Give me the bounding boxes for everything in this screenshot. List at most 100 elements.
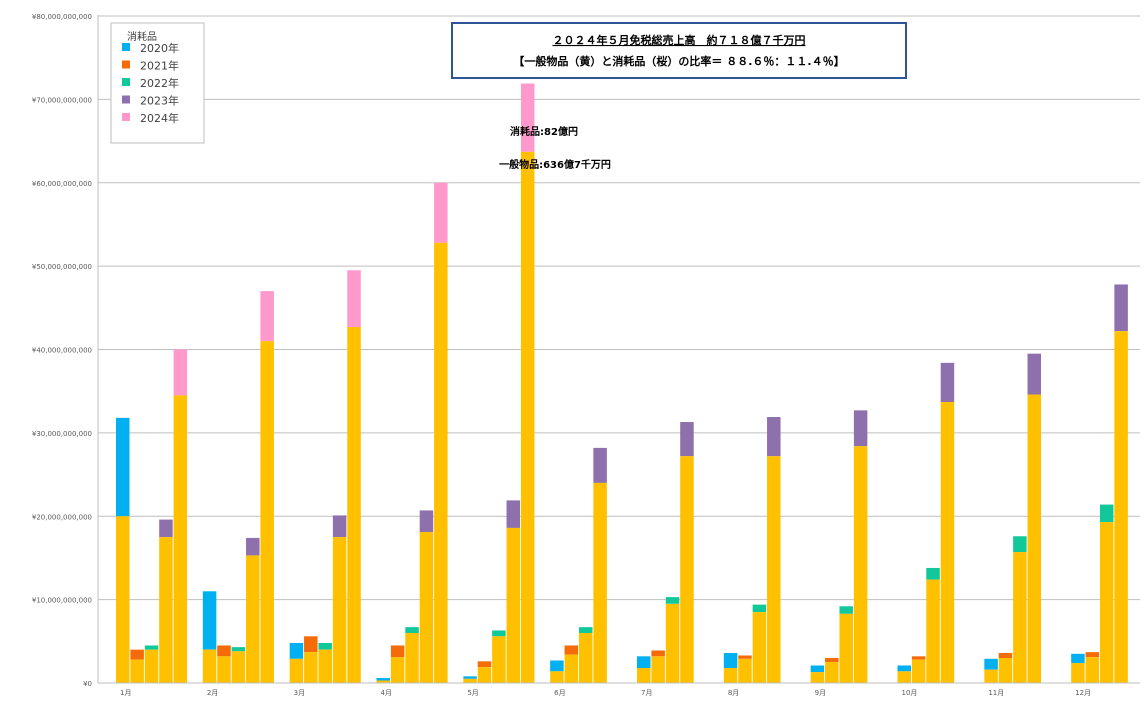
bar-consumables-2020年-4月 (376, 677, 390, 681)
bar-general-2021年-4月 (390, 657, 405, 683)
bar-general-2024年-2月 (260, 341, 274, 683)
bar-consumables-2023年-12月 (1114, 284, 1128, 332)
bar-general-2020年-9月 (810, 672, 825, 683)
bar-general-2020年-11月 (984, 669, 998, 683)
bars (116, 83, 1128, 683)
bar-consumables-2022年-5月 (492, 630, 506, 637)
legend-title: 消耗品 (127, 30, 157, 43)
y-tick-label: ¥80,000,000,000 (32, 13, 92, 21)
bar-consumables-2022年-1月 (144, 645, 159, 650)
x-tick-label: 10月 (902, 689, 918, 697)
bar-general-2021年-7月 (651, 656, 665, 683)
bar-consumables-2023年-3月 (332, 515, 347, 538)
bar-general-2022年-10月 (926, 579, 940, 683)
bar-consumables-2021年-9月 (825, 657, 839, 663)
y-tick-label: ¥20,000,000,000 (32, 513, 92, 521)
bar-general-2021年-6月 (564, 654, 579, 683)
bar-general-2021年-10月 (911, 659, 926, 683)
bar-general-2021年-8月 (738, 658, 752, 683)
legend-label: 2023年 (140, 94, 179, 108)
bar-consumables-2024年-4月 (434, 182, 448, 243)
bar-consumables-2022年-7月 (665, 597, 680, 604)
bar-general-2021年-2月 (217, 656, 231, 683)
bar-general-2023年-5月 (506, 527, 521, 683)
bar-consumables-2023年-8月 (767, 417, 781, 457)
bar-general-2024年-3月 (347, 326, 361, 683)
bar-consumables-2020年-3月 (289, 642, 304, 659)
bar-general-2020年-8月 (723, 667, 738, 683)
bar-general-2023年-3月 (332, 537, 347, 683)
bar-consumables-2020年-2月 (202, 591, 217, 650)
bar-general-2021年-9月 (825, 662, 839, 683)
legend-swatch (122, 95, 130, 104)
bar-consumables-2022年-9月 (839, 606, 853, 614)
bar-general-2023年-2月 (246, 555, 260, 683)
bar-consumables-2022年-6月 (578, 627, 593, 633)
bar-consumables-2024年-5月 (520, 83, 535, 152)
bar-general-2022年-1月 (144, 649, 159, 683)
bar-consumables-2022年-12月 (1099, 504, 1114, 523)
bar-general-2021年-11月 (998, 657, 1013, 683)
bar-general-2023年-4月 (419, 532, 434, 683)
bar-consumables-2022年-2月 (231, 647, 246, 652)
bar-consumables-2021年-1月 (130, 649, 144, 660)
x-tick-label: 12月 (1075, 689, 1091, 697)
bar-general-2020年-6月 (550, 671, 564, 683)
bar-general-2023年-6月 (593, 482, 607, 683)
bar-consumables-2021年-8月 (738, 655, 752, 659)
bar-consumables-2023年-6月 (593, 447, 607, 483)
bar-general-2020年-4月 (376, 680, 390, 683)
bar-general-2022年-4月 (405, 632, 419, 683)
bar-consumables-2021年-5月 (477, 661, 492, 668)
legend-swatch (122, 113, 130, 121)
bar-general-2023年-8月 (767, 456, 781, 683)
bar-consumables-2022年-3月 (318, 642, 332, 650)
bar-consumables-2023年-5月 (506, 500, 521, 528)
bar-consumables-2021年-3月 (304, 636, 318, 653)
title-box-frame (451, 22, 907, 79)
y-axis-tick-labels: ¥0 ¥10,000,000,000 ¥20,000,000,000 ¥30,000,… (32, 13, 92, 688)
bar-consumables-2022年-10月 (926, 567, 940, 580)
legend-label: 2024年 (140, 111, 179, 125)
bar-consumables-2022年-11月 (1013, 536, 1027, 553)
bar-consumables-2023年-10月 (940, 362, 955, 403)
bar-consumables-2021年-4月 (390, 645, 405, 658)
bar-general-2022年-6月 (578, 632, 593, 683)
y-tick-label: ¥60,000,000,000 (32, 180, 92, 188)
bar-consumables-2021年-2月 (217, 645, 231, 657)
bar-consumables-2024年-1月 (173, 349, 188, 396)
bar-general-2021年-5月 (477, 667, 492, 683)
bar-consumables-2020年-11月 (984, 658, 998, 670)
bar-general-2023年-12月 (1114, 331, 1128, 683)
bar-general-2022年-7月 (665, 603, 680, 683)
bar-consumables-2023年-2月 (246, 537, 260, 556)
legend: 消耗品 2020年 2021年 2022年 2023年 2024年 (110, 22, 205, 144)
annotation-consumables: 消耗品:82億円 (510, 125, 578, 138)
legend-swatch (122, 43, 130, 51)
bar-general-2020年-10月 (897, 671, 911, 683)
bar-consumables-2021年-11月 (998, 652, 1013, 658)
x-tick-label: 9月 (815, 689, 826, 697)
bar-general-2024年-5月 (520, 151, 535, 683)
bar-consumables-2021年-6月 (564, 645, 579, 655)
bar-general-2022年-12月 (1099, 522, 1114, 683)
bar-general-2020年-1月 (116, 516, 130, 683)
bar-consumables-2020年-1月 (116, 417, 130, 517)
y-tick-label: ¥0 (83, 680, 92, 688)
bar-general-2022年-3月 (318, 649, 332, 683)
bar-general-2023年-1月 (159, 537, 173, 683)
bar-general-2023年-7月 (680, 456, 694, 683)
bar-consumables-2023年-1月 (159, 519, 173, 538)
bar-general-2021年-3月 (304, 652, 318, 683)
bar-consumables-2021年-7月 (651, 650, 665, 657)
legend-label: 2021年 (140, 59, 179, 73)
title-line-2: 【一般物品（黄）と消耗品（桜）の比率＝ ８８.６％：１１.４％】 (513, 54, 844, 68)
bar-general-2022年-2月 (231, 651, 246, 683)
bar-consumables-2023年-4月 (419, 510, 434, 533)
title-box: ２０２４年５月免税総売上高 約７１８億７千万円 【一般物品（黄）と消耗品（桜）の… (451, 22, 907, 79)
y-tick-label: ¥40,000,000,000 (32, 347, 92, 355)
bar-consumables-2020年-7月 (637, 656, 651, 668)
bar-consumables-2021年-12月 (1085, 652, 1100, 658)
bar-consumables-2020年-10月 (897, 665, 911, 672)
